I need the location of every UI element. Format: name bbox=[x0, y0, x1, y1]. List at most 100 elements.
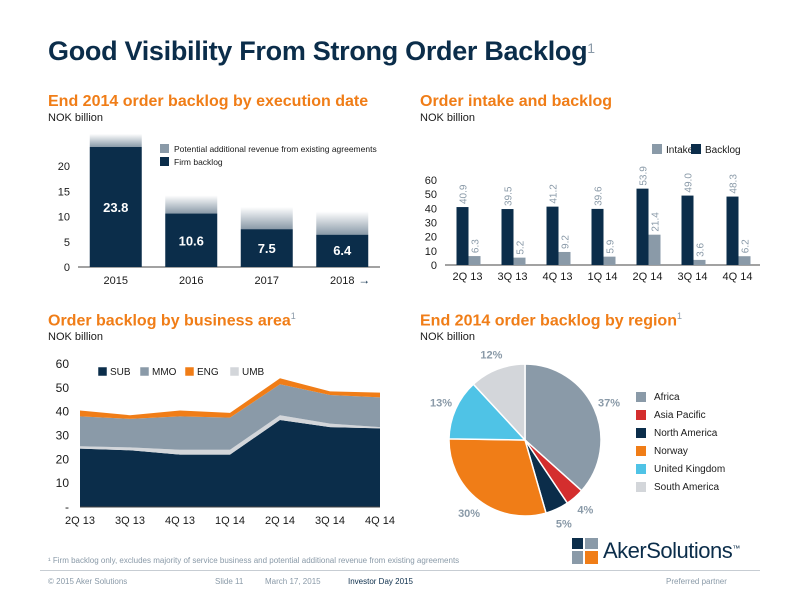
x-tick-label: 3Q 13 bbox=[115, 515, 145, 527]
backlog-value-label: 49.0 bbox=[684, 173, 695, 193]
bar-backlog bbox=[681, 195, 694, 265]
region-legend-item: United Kingdom bbox=[636, 460, 725, 478]
intake-value-label: 9.2 bbox=[561, 235, 572, 249]
y-tick-label: 60 bbox=[425, 175, 437, 187]
y-tick-label: 40 bbox=[56, 405, 70, 419]
y-tick-label: - bbox=[65, 500, 69, 514]
legend-swatch bbox=[636, 392, 646, 402]
x-tick-label: 2017 bbox=[255, 275, 279, 287]
bar-intake bbox=[648, 234, 661, 265]
legend-label-intake: Intake bbox=[666, 145, 694, 156]
backlog-exec-chart: 0 5 10 15 20 23.8 2015 10.6 2016 7.5 2017 6.4 2018 → P… bbox=[58, 133, 380, 287]
business-area-title: Order backlog by business area1 bbox=[48, 311, 296, 330]
region-legend-item: Africa bbox=[636, 388, 725, 406]
bar-backlog bbox=[456, 207, 469, 265]
area-sub bbox=[80, 420, 380, 507]
legend-label-potential: Potential additional revenue from existi… bbox=[174, 144, 377, 154]
region-legend-item: North America bbox=[636, 424, 725, 442]
bar-value-label: 23.8 bbox=[103, 200, 128, 215]
pie-slice-norway bbox=[448, 438, 547, 517]
backlog-value-label: 40.9 bbox=[459, 184, 470, 204]
legend-label-umb: UMB bbox=[242, 367, 265, 378]
pie-percent-label: 13% bbox=[430, 397, 452, 409]
legend-label-eng: ENG bbox=[197, 367, 219, 378]
legend-label-sub: SUB bbox=[110, 367, 131, 378]
backlog-value-label: 39.6 bbox=[594, 186, 605, 206]
bar-value-label: 6.4 bbox=[333, 243, 352, 258]
footnote: ¹ Firm backlog only, excludes majority o… bbox=[48, 556, 460, 565]
legend-label: South America bbox=[654, 481, 720, 493]
footer-copyright: © 2015 Aker Solutions bbox=[48, 577, 128, 586]
logo-text: AkerSolutions bbox=[603, 538, 733, 563]
legend-label-firm: Firm backlog bbox=[174, 157, 223, 167]
pie-percent-label: 5% bbox=[556, 518, 572, 530]
x-tick-label: 1Q 14 bbox=[215, 515, 245, 527]
pie-slice-africa bbox=[524, 363, 602, 492]
bar-firm-backlog bbox=[89, 147, 142, 267]
bar-firm-backlog bbox=[316, 234, 369, 267]
legend-swatch-backlog bbox=[691, 144, 701, 154]
y-tick-label: 50 bbox=[56, 381, 70, 395]
y-tick-label: 0 bbox=[64, 262, 70, 274]
x-tick-label: 2Q 14 bbox=[265, 515, 295, 527]
region-legend-item: Asia Pacific bbox=[636, 406, 725, 424]
logo-trademark: ™ bbox=[732, 544, 741, 553]
business-area-chart: - 10 20 30 40 50 60 2Q 13 3Q 13 4Q 13 1Q 14 2Q 14 3Q… bbox=[56, 357, 395, 527]
bar-potential-revenue bbox=[89, 133, 142, 148]
bar-firm-backlog bbox=[240, 229, 293, 267]
business-area-subtitle: NOK billion bbox=[48, 331, 104, 343]
region-legend: Africa Asia Pacific North America Norway Uni… bbox=[636, 388, 725, 496]
legend-swatch bbox=[636, 464, 646, 474]
footer-divider bbox=[40, 570, 760, 571]
y-tick-label: 30 bbox=[425, 218, 437, 230]
bar-potential-revenue bbox=[165, 195, 218, 214]
x-tick-label: 2015 bbox=[104, 275, 128, 287]
bar-intake bbox=[693, 259, 706, 265]
x-tick-label: 2Q 13 bbox=[65, 515, 95, 527]
arrow-right-icon: → bbox=[358, 273, 370, 287]
legend-label-backlog: Backlog bbox=[705, 145, 741, 156]
legend-label: North America bbox=[654, 427, 718, 439]
footer-slide-number: Slide 11 bbox=[215, 577, 244, 586]
legend-swatch-firm bbox=[160, 157, 169, 166]
x-tick-label: 4Q 13 bbox=[165, 515, 195, 527]
x-tick-label: 3Q 14 bbox=[315, 515, 345, 527]
intake-chart: 0 10 20 30 40 50 60 40.9 6.3 2Q 13 39.5 5.2 3Q 13 41.… bbox=[425, 144, 760, 283]
area-mmo bbox=[80, 384, 380, 450]
intake-title: Order intake and backlog bbox=[420, 93, 613, 110]
page-title: Good Visibility From Strong Order Backlo… bbox=[48, 36, 595, 66]
y-tick-label: 0 bbox=[431, 260, 437, 272]
area-eng bbox=[80, 378, 380, 419]
y-tick-label: 15 bbox=[58, 186, 70, 198]
region-legend-item: Norway bbox=[636, 442, 725, 460]
pie-percent-label: 37% bbox=[598, 397, 620, 409]
intake-value-label: 5.2 bbox=[516, 240, 527, 254]
bar-intake bbox=[738, 256, 751, 265]
x-tick-label: 4Q 14 bbox=[723, 271, 753, 283]
y-tick-label: 20 bbox=[56, 452, 70, 466]
legend-label-mmo: MMO bbox=[152, 367, 177, 378]
bar-firm-backlog bbox=[165, 213, 218, 267]
legend-swatch-intake bbox=[652, 144, 662, 154]
legend-label: Norway bbox=[654, 445, 688, 457]
x-tick-label: 2016 bbox=[179, 275, 203, 287]
x-tick-label: 2Q 14 bbox=[633, 271, 663, 283]
x-tick-label: 2018 bbox=[330, 275, 354, 287]
x-tick-label: 2Q 13 bbox=[453, 271, 483, 283]
x-tick-label: 3Q 13 bbox=[498, 271, 528, 283]
region-subtitle: NOK billion bbox=[420, 331, 476, 343]
y-tick-label: 20 bbox=[425, 232, 437, 244]
bar-intake bbox=[558, 251, 571, 265]
backlog-value-label: 39.5 bbox=[504, 186, 515, 206]
intake-value-label: 3.6 bbox=[696, 243, 707, 257]
footer-event: Investor Day 2015 bbox=[348, 577, 413, 586]
backlog-value-label: 53.9 bbox=[639, 166, 650, 186]
intake-value-label: 5.9 bbox=[606, 239, 617, 253]
y-tick-label: 10 bbox=[56, 476, 70, 490]
x-tick-label: 4Q 14 bbox=[365, 515, 395, 527]
intake-value-label: 6.2 bbox=[741, 239, 752, 253]
aker-solutions-logo: AkerSolutions ™ bbox=[572, 538, 740, 564]
bar-value-label: 10.6 bbox=[179, 233, 204, 248]
legend-swatch-eng bbox=[184, 366, 195, 377]
bar-intake bbox=[603, 256, 616, 265]
